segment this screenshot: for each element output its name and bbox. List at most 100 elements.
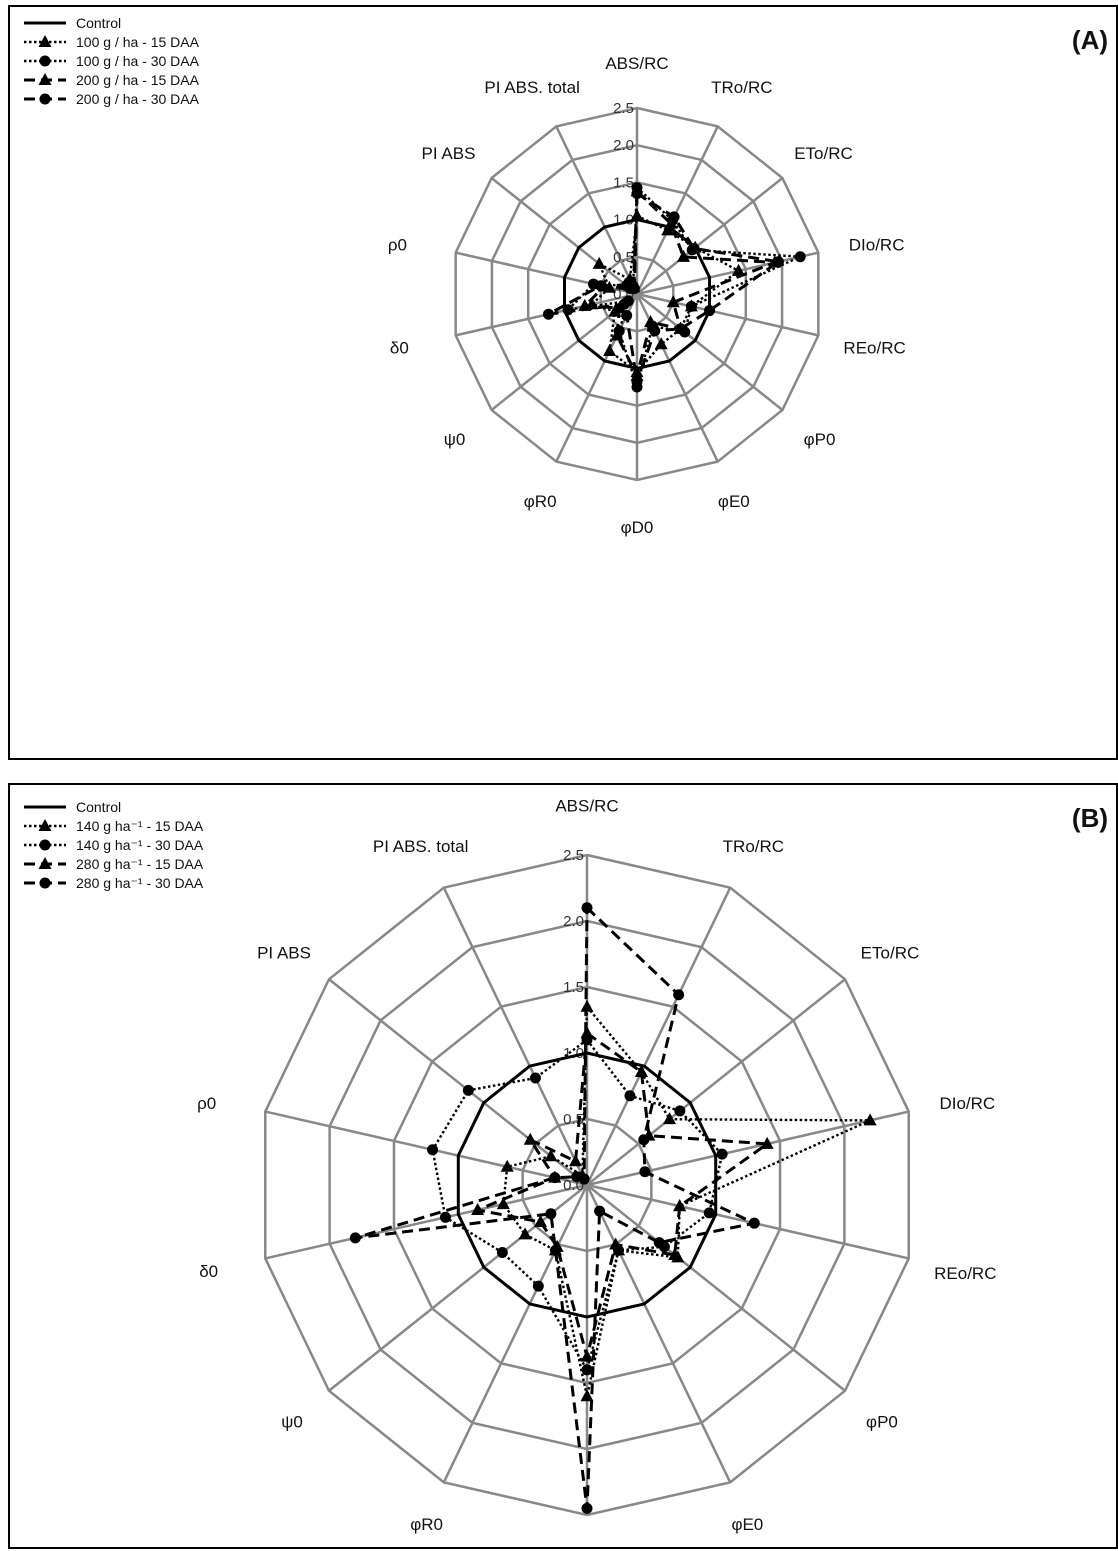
legend-marker: [38, 857, 52, 869]
series-control: [456, 1051, 718, 1319]
axis-label-0: ρ0: [197, 1094, 216, 1113]
tick-label: 2.0: [563, 913, 584, 930]
data-point: [349, 1232, 361, 1244]
data-point: [674, 1105, 686, 1117]
data-point: [772, 256, 784, 268]
data-point: [621, 309, 633, 321]
data-point: [496, 1246, 508, 1258]
legend-marker: [38, 819, 52, 831]
tick-label: 2.5: [563, 847, 584, 864]
grid-spoke: [636, 292, 819, 337]
grid-spoke: [555, 125, 639, 295]
data-point: [704, 305, 716, 317]
grid-spoke: [585, 1184, 732, 1483]
data-point: [666, 295, 680, 308]
series-280-g-ha-30-daa: [349, 902, 760, 1514]
axis-label-e0: φE0: [731, 1515, 763, 1534]
data-point: [618, 298, 630, 310]
tick-label: 1.5: [613, 174, 634, 191]
axis-label-0: ψ0: [281, 1412, 303, 1431]
legend-label: 200 g / ha - 30 DAA: [76, 91, 200, 107]
panel-label: (B): [1072, 803, 1108, 833]
legend: Control 140 g ha⁻¹ - 15 DAA 140 g ha⁻¹ - 3…: [24, 799, 204, 891]
data-point: [427, 1144, 439, 1156]
grid-spoke: [636, 293, 784, 411]
data-point: [595, 280, 607, 292]
legend-marker: [39, 877, 51, 889]
data-point: [654, 337, 668, 350]
legend-marker: [39, 93, 51, 105]
axis-label-reo-rc: REo/RC: [843, 339, 905, 358]
grid-spoke: [442, 887, 589, 1186]
data-point: [471, 1202, 485, 1215]
tick-label: 0.5: [563, 1111, 584, 1128]
data-point: [794, 251, 806, 263]
grid-spoke: [328, 978, 588, 1186]
data-point: [500, 1159, 514, 1172]
data-point: [518, 1227, 532, 1240]
data-point: [653, 1237, 665, 1249]
data-point: [634, 1065, 648, 1078]
data-point: [673, 989, 685, 1001]
legend-marker: [38, 35, 52, 47]
grid-spoke: [635, 125, 719, 295]
legend-label: 140 g ha⁻¹ - 15 DAA: [76, 818, 204, 834]
data-point: [760, 1136, 774, 1149]
data-point: [748, 1217, 760, 1229]
axis-label-tro-rc: TRo/RC: [711, 78, 772, 97]
data-point: [581, 902, 593, 914]
grid-spoke: [586, 1184, 846, 1392]
axis-label-dio-rc: DIo/RC: [939, 1094, 995, 1113]
axis-label-eto-rc: ETo/RC: [861, 944, 920, 963]
series-200-g-ha-30-daa: [543, 188, 784, 388]
axis-label-pi-abs: PI ABS: [257, 944, 311, 963]
axis-label-r0: φR0: [410, 1515, 443, 1534]
grid-spoke: [490, 177, 638, 295]
data-point: [639, 1166, 651, 1178]
tick-label: 2.0: [613, 137, 634, 154]
data-point: [549, 1172, 561, 1184]
data-point: [545, 1208, 557, 1220]
data-point: [644, 315, 658, 328]
axis-label-tro-rc: TRo/RC: [723, 837, 784, 856]
axis-label-p0: φP0: [804, 430, 836, 449]
tick-label: 2.5: [613, 100, 634, 117]
axis-label-dio-rc: DIo/RC: [849, 235, 905, 254]
axis-label-abs-rc: ABS/RC: [555, 796, 618, 815]
data-point: [668, 211, 680, 223]
data-point: [581, 1364, 593, 1376]
data-point: [594, 1205, 606, 1217]
radar-chart-b: (B)0.00.51.01.52.02.5ABS/RCTRo/RCETo/RCD…: [24, 796, 1108, 1534]
legend-marker: [38, 73, 52, 85]
radar-panel-b: (B) 0.0 0.5 1.0 1.5 2.0 2.5 ABS/RC TRo/RC ETo/RC D…: [8, 783, 1118, 1549]
grid-spoke: [585, 887, 732, 1186]
data-point: [580, 1349, 594, 1362]
data-point: [532, 1280, 544, 1292]
axis-label-abs-rc: ABS/RC: [605, 54, 668, 73]
data-point: [863, 1113, 877, 1126]
axis-label-pi-abs-total: PI ABS. total: [484, 78, 579, 97]
legend-label: 100 g / ha - 30 DAA: [76, 53, 200, 69]
radar-grid: [264, 853, 910, 1517]
data-point: [664, 216, 678, 229]
axis-label-p0: φP0: [866, 1412, 898, 1431]
legend-label: 100 g / ha - 15 DAA: [76, 34, 200, 50]
radar-grid: [454, 106, 820, 482]
axis-label-0: ψ0: [444, 430, 466, 449]
data-point: [673, 1199, 687, 1212]
legend-label: 200 g / ha - 15 DAA: [76, 72, 200, 88]
axis-label-eto-rc: ETo/RC: [794, 144, 853, 163]
data-point: [523, 1132, 537, 1145]
legend-marker: [39, 839, 51, 851]
grid-spoke: [264, 1183, 588, 1260]
data-point: [663, 1112, 677, 1125]
data-point: [685, 300, 697, 312]
grid-spoke: [328, 1184, 588, 1392]
legend: Control 100 g / ha - 15 DAA 100 g / ha - 3…: [24, 15, 200, 107]
data-point: [496, 1197, 510, 1210]
data-point: [581, 1502, 593, 1514]
data-point: [534, 1215, 548, 1228]
grid-spoke: [636, 177, 784, 295]
data-point: [603, 343, 617, 356]
grid-spoke: [586, 1110, 910, 1187]
